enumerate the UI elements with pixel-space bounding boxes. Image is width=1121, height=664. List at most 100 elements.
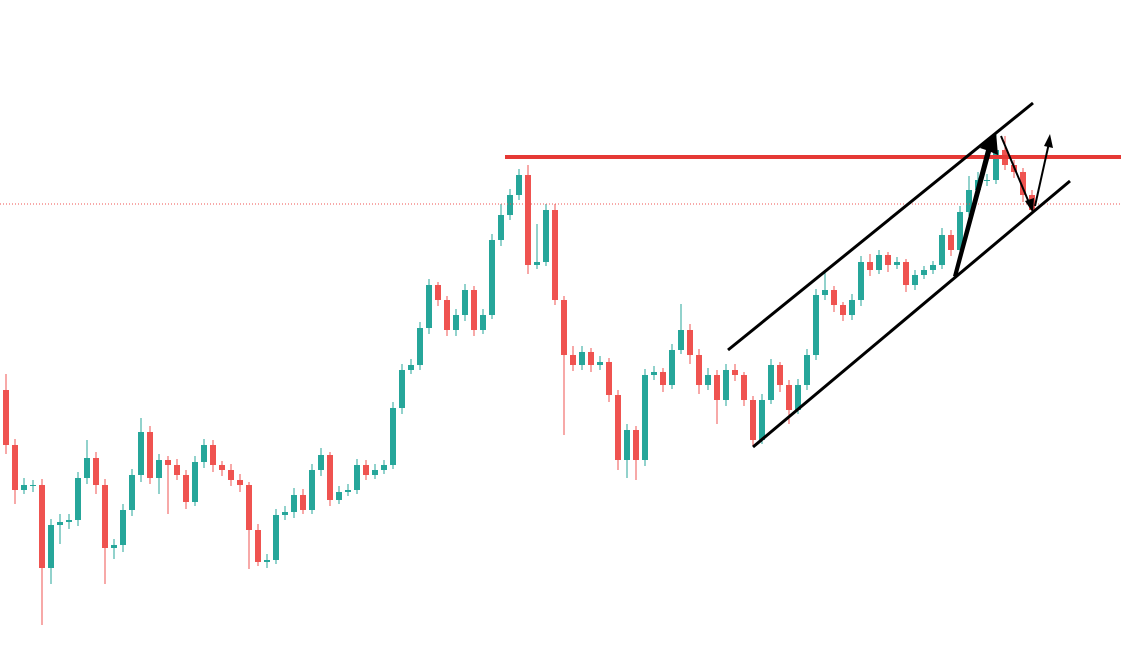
- candle-body: [354, 465, 360, 490]
- candle-body: [30, 485, 36, 486]
- candle-body: [255, 530, 261, 562]
- candle-body: [57, 522, 63, 525]
- candle-body: [660, 372, 666, 385]
- candle-body: [903, 262, 909, 285]
- candle-body: [561, 300, 567, 355]
- candle-body: [894, 262, 900, 265]
- candle-body: [75, 478, 81, 520]
- candle-body: [498, 215, 504, 240]
- candle-body: [489, 240, 495, 315]
- candle-body: [750, 400, 756, 440]
- candle-body: [363, 465, 369, 475]
- candle-body: [417, 328, 423, 365]
- candle-body: [372, 470, 378, 475]
- candle-body: [111, 545, 117, 548]
- candle-body: [651, 372, 657, 375]
- candle-body: [84, 458, 90, 478]
- arrow-down: [1000, 135, 1031, 206]
- candle-body: [570, 355, 576, 365]
- candle-body: [336, 492, 342, 500]
- candle-body: [12, 445, 18, 490]
- channel-upper: [727, 101, 1034, 352]
- candle-body: [462, 290, 468, 315]
- candle-body: [921, 270, 927, 275]
- candle-body: [120, 510, 126, 545]
- candle-body: [705, 375, 711, 385]
- candle-body: [192, 462, 198, 502]
- candle-body: [858, 262, 864, 300]
- candle-body: [390, 408, 396, 465]
- candle-body: [525, 175, 531, 265]
- candle-body: [588, 352, 594, 365]
- candle-body: [264, 560, 270, 562]
- candle-body: [435, 285, 441, 300]
- candle-body: [687, 330, 693, 355]
- candle-body: [3, 390, 9, 445]
- candle-body: [516, 175, 522, 195]
- candle-body: [237, 480, 243, 485]
- channel-lower: [752, 179, 1071, 449]
- candle-body: [579, 352, 585, 365]
- candle-body: [714, 375, 720, 400]
- candle-body: [291, 495, 297, 512]
- candle-body: [165, 460, 171, 465]
- candle-body: [282, 512, 288, 515]
- candle-body: [678, 330, 684, 350]
- candle-body: [642, 375, 648, 460]
- candle-body: [210, 445, 216, 465]
- candle-body: [300, 495, 306, 510]
- candle-body: [327, 455, 333, 500]
- candle-body: [453, 315, 459, 330]
- candle-body: [741, 375, 747, 400]
- candle-body: [507, 195, 513, 215]
- candle-body: [399, 370, 405, 408]
- candle-body: [201, 445, 207, 462]
- candle-body: [129, 475, 135, 510]
- candle-body: [696, 355, 702, 385]
- candle-body: [723, 370, 729, 400]
- candle-body: [309, 470, 315, 510]
- candle-body: [228, 470, 234, 480]
- candle-body: [102, 485, 108, 548]
- candle-body: [48, 525, 54, 568]
- candle-body: [840, 305, 846, 315]
- candle-body: [93, 458, 99, 485]
- candle-body: [867, 262, 873, 270]
- arrow-rebound: [1034, 142, 1050, 207]
- candle-body: [219, 465, 225, 470]
- candle-body: [426, 285, 432, 328]
- candle-body: [21, 485, 27, 490]
- arrow-down-head: [1025, 198, 1034, 213]
- candle-body: [984, 180, 990, 181]
- candles: [3, 134, 1035, 625]
- candle-body: [939, 235, 945, 265]
- candle-body: [183, 475, 189, 502]
- candle-body: [777, 365, 783, 385]
- candle-body: [39, 485, 45, 568]
- candle-body: [624, 430, 630, 460]
- candle-body: [345, 490, 351, 492]
- candle-body: [246, 485, 252, 530]
- candle-body: [615, 395, 621, 460]
- candle-body: [849, 300, 855, 315]
- candle-body: [768, 365, 774, 400]
- candle-body: [732, 370, 738, 375]
- candle-body: [795, 385, 801, 410]
- candle-body: [444, 300, 450, 330]
- candle-body: [948, 235, 954, 250]
- candle-body: [543, 210, 549, 262]
- candle-body: [552, 210, 558, 300]
- candle-body: [804, 355, 810, 385]
- arrow-up: [953, 132, 998, 277]
- candle-body: [156, 460, 162, 478]
- candle-body: [174, 465, 180, 475]
- candle-body: [930, 265, 936, 270]
- candle-body: [147, 432, 153, 478]
- arrow-rebound-head: [1044, 134, 1053, 148]
- candle-body: [318, 455, 324, 470]
- candle-body: [138, 432, 144, 475]
- candle-body: [66, 520, 72, 522]
- candle-body: [606, 362, 612, 395]
- candle-body: [912, 275, 918, 285]
